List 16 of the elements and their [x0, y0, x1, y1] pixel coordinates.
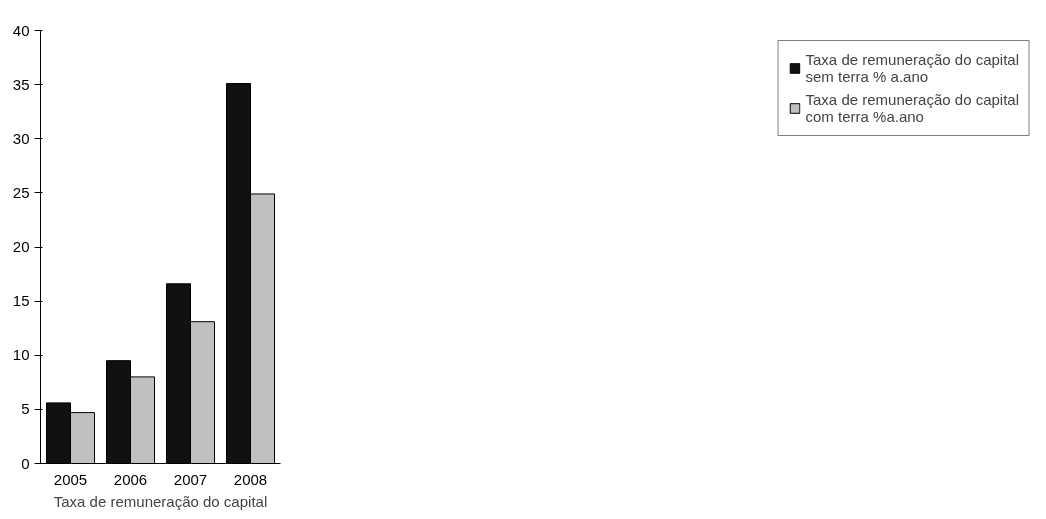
- x-tick-label: 2005: [53, 470, 88, 488]
- y-tick-label: 5: [21, 400, 30, 418]
- y-tick-label: 40: [12, 21, 30, 39]
- y-tick-label: 20: [12, 238, 30, 255]
- y-tick-label: 35: [12, 75, 30, 93]
- x-tick-label: 2008: [233, 470, 268, 488]
- y-tick-label: 10: [12, 346, 30, 364]
- y-tick-label: 25: [12, 183, 30, 201]
- legend-label: Taxa de remuneração do capital sem terra % a.ano: [805, 51, 1019, 85]
- y-tick-label: 30: [12, 129, 30, 147]
- x-tick-label: 2007: [173, 470, 208, 488]
- y-tick-label: 15: [12, 292, 30, 310]
- x-axis-title: Taxa de remuneração do capital: [53, 492, 268, 510]
- y-tick-label: 0: [21, 454, 30, 472]
- legend-label: Taxa de remuneração do capital com terra %a.ano: [805, 91, 1019, 125]
- x-tick-label: 2006: [113, 470, 148, 488]
